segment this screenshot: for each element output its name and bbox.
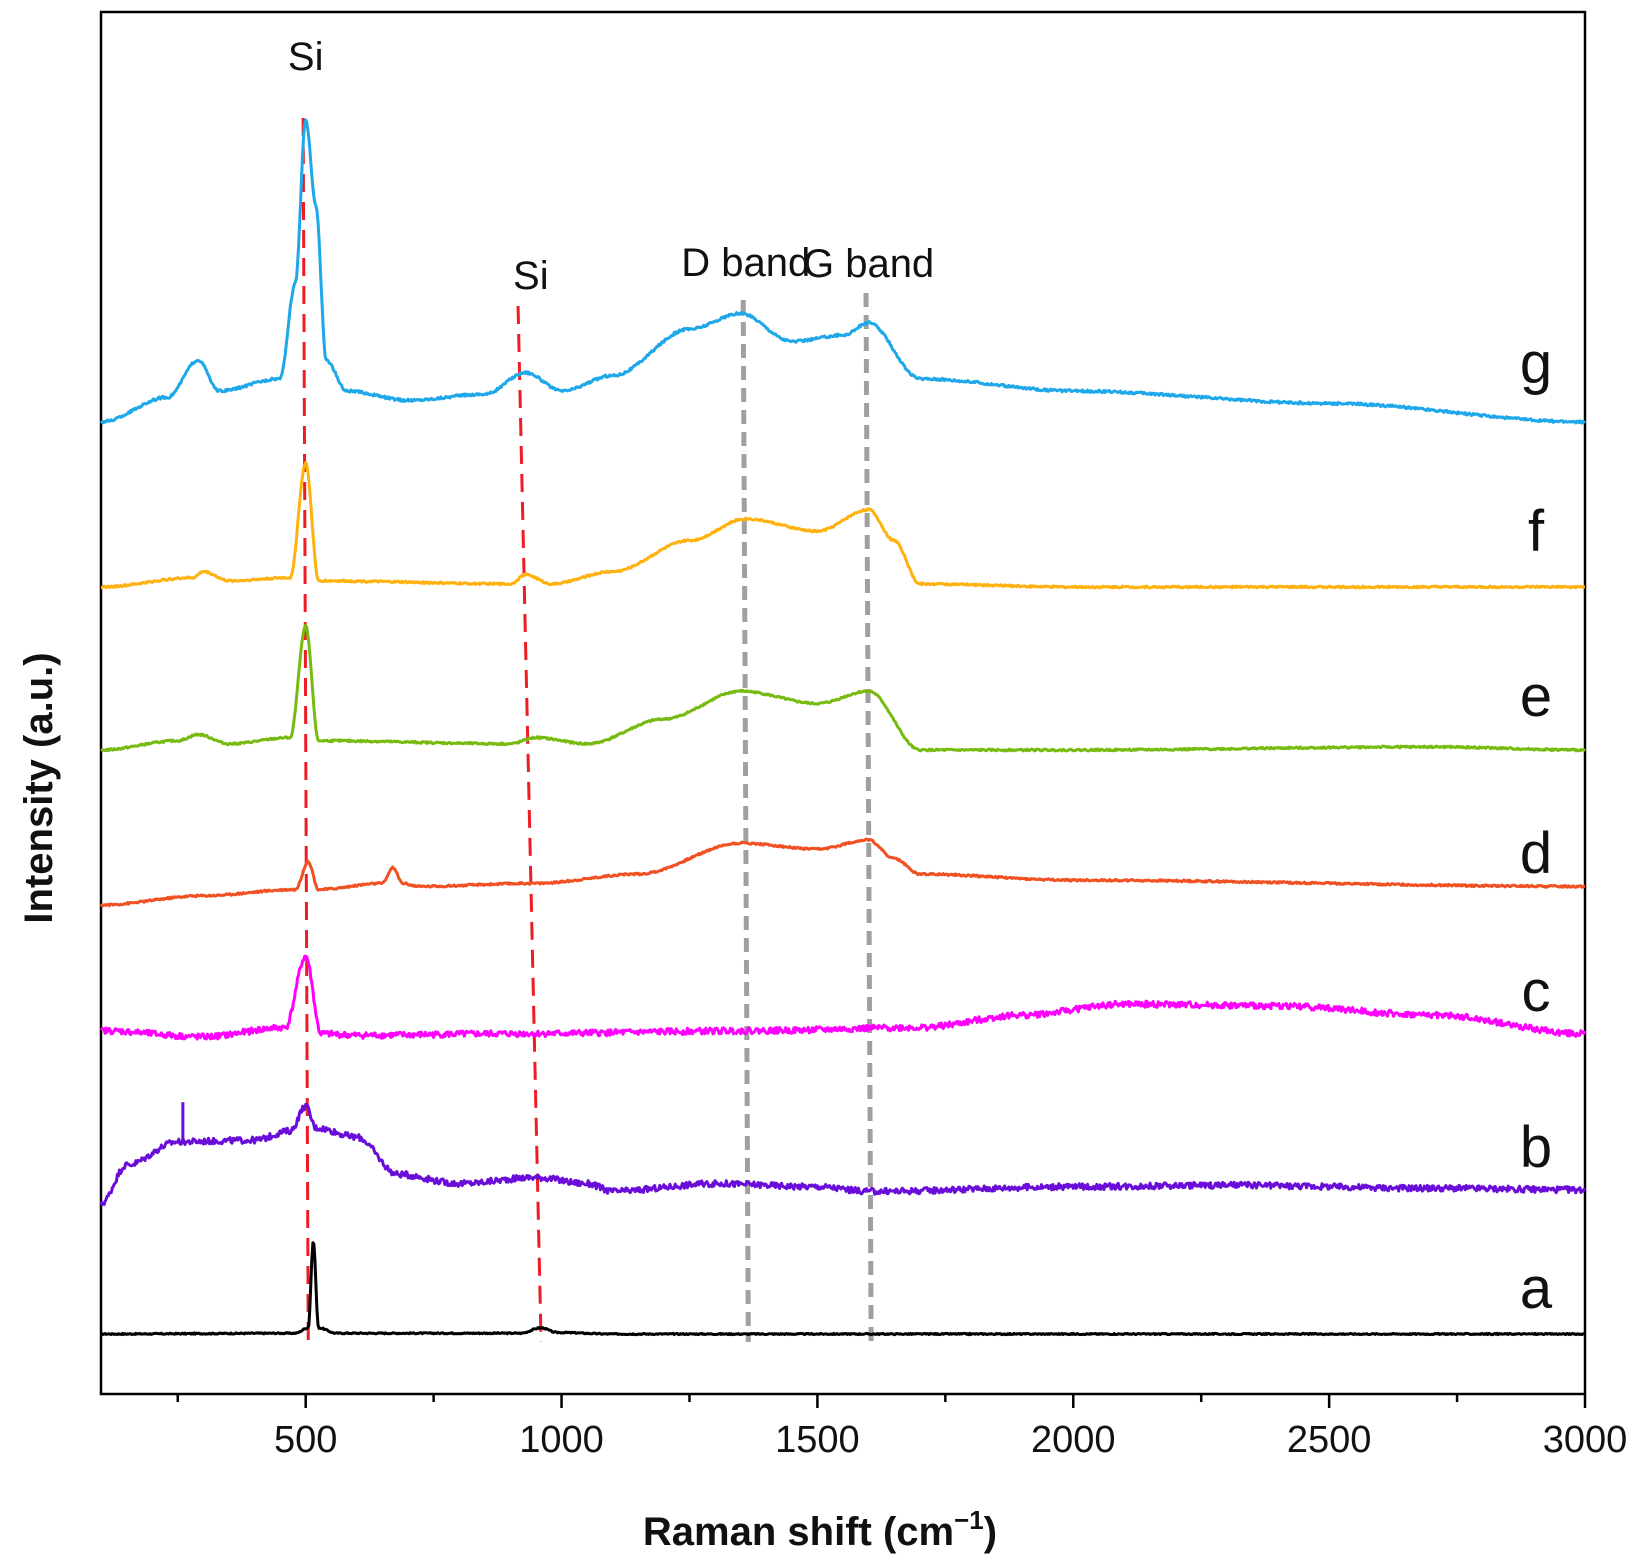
reference-line-si (516, 305, 543, 1343)
y-axis-title: Intensity (a.u.) (17, 652, 61, 923)
series-label-a: a (1520, 1256, 1553, 1321)
series-label-d: d (1520, 821, 1552, 886)
x-tick-label: 1000 (519, 1419, 604, 1461)
annotation-g-band: G band (803, 242, 934, 286)
x-axis-title: Raman shift (cm−1) (643, 1505, 997, 1554)
annotation-si: Si (513, 254, 549, 298)
series-label-b: b (1520, 1115, 1552, 1180)
reference-line-g-band (863, 292, 874, 1343)
x-tick-label: 500 (274, 1419, 337, 1461)
series-d-line (99, 837, 1586, 908)
series-f-line (100, 461, 1586, 590)
series-b-line (99, 1102, 1587, 1207)
series-c-line (99, 954, 1587, 1041)
series-label-g: g (1520, 331, 1552, 396)
x-axis-ticks: 500 1000 1500 2000 2500 3000 (176, 1394, 1628, 1461)
x-tick-label: 1500 (775, 1419, 860, 1461)
series-labels: a b c d e f g (1520, 331, 1553, 1321)
series-label-c: c (1522, 959, 1551, 1024)
annotation-si: Si (288, 35, 324, 79)
plot-frame (99, 10, 1587, 1396)
x-tick-label: 2000 (1031, 1419, 1116, 1461)
reference-lines (301, 117, 874, 1343)
reference-line-d-band (740, 299, 751, 1343)
reference-line-si (301, 117, 310, 1343)
series-label-f: f (1528, 499, 1545, 564)
series-label-e: e (1520, 664, 1552, 729)
series-a-line (100, 1241, 1586, 1337)
series-g-line (99, 118, 1587, 425)
series-e-line (100, 623, 1587, 753)
x-tick-label: 2500 (1287, 1419, 1372, 1461)
series-layer (99, 118, 1587, 1337)
x-tick-label: 3000 (1543, 1419, 1628, 1461)
annotation-d-band: D band (681, 241, 810, 285)
